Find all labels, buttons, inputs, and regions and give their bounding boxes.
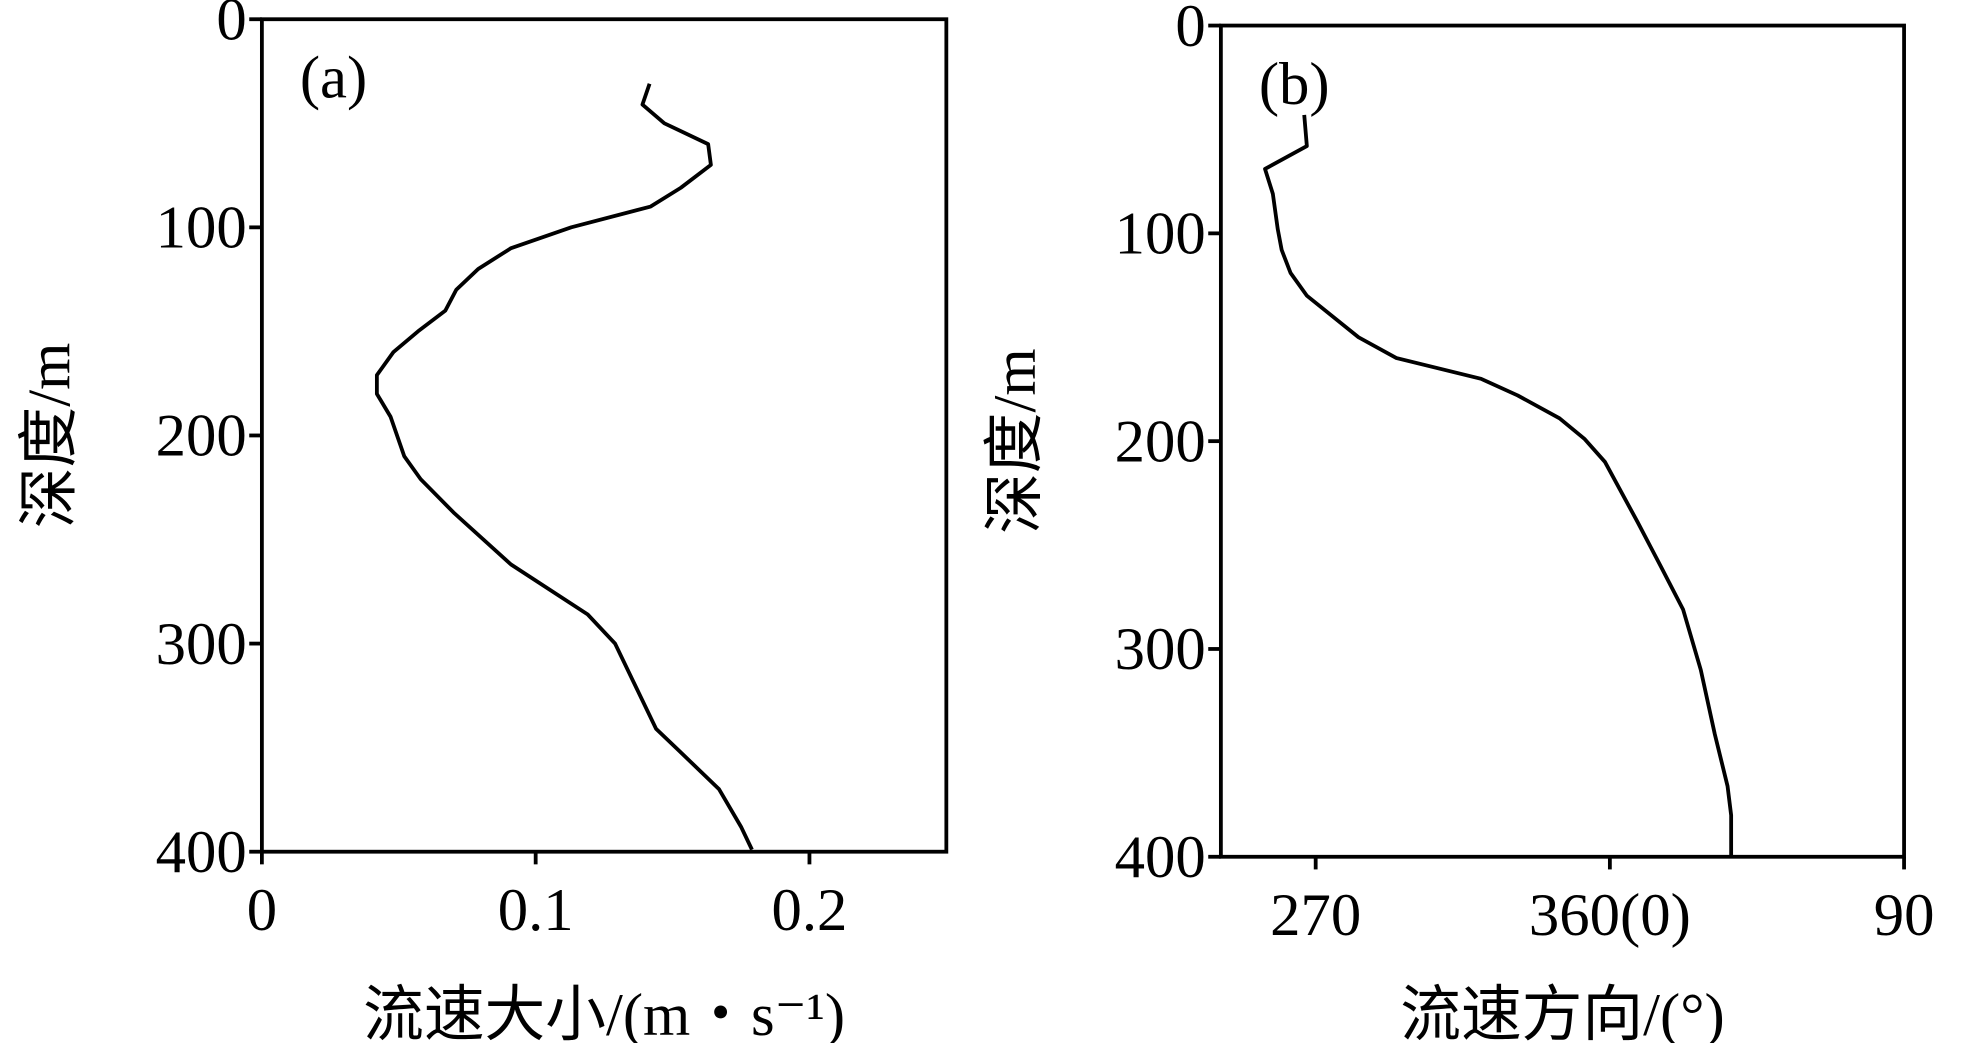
x-axis-label: 流速大小/(m・s⁻¹) bbox=[363, 982, 845, 1043]
y-tick-label: 200 bbox=[1115, 408, 1206, 475]
y-tick-label: 300 bbox=[156, 611, 247, 678]
data-line bbox=[374, 83, 754, 851]
y-tick-label: 100 bbox=[156, 195, 247, 262]
x-tick-label: 90 bbox=[1874, 882, 1935, 949]
panel-label: (b) bbox=[1259, 51, 1330, 118]
y-tick-label: 400 bbox=[1115, 824, 1206, 891]
data-line bbox=[1263, 114, 1734, 857]
y-axis-label: 深度/m bbox=[982, 348, 1049, 534]
y-tick-label: 200 bbox=[156, 403, 247, 470]
y-axis-label: 深度/m bbox=[17, 343, 84, 529]
x-tick-label: 0.1 bbox=[498, 877, 574, 944]
plot-frame bbox=[259, 17, 949, 854]
x-tick-label: 0.2 bbox=[771, 877, 847, 944]
x-tick-label: 360(0) bbox=[1529, 882, 1691, 949]
y-tick-label: 100 bbox=[1115, 201, 1206, 268]
y-tick-label: 0 bbox=[216, 0, 246, 53]
panel-label: (a) bbox=[300, 45, 367, 112]
y-tick-label: 400 bbox=[156, 819, 247, 886]
y-tick-label: 300 bbox=[1115, 616, 1206, 683]
x-axis-label: 流速方向/(°) bbox=[1400, 982, 1724, 1043]
plot-frame bbox=[1218, 23, 1906, 859]
y-tick-label: 0 bbox=[1175, 0, 1205, 60]
x-tick-label: 270 bbox=[1270, 882, 1361, 949]
x-tick-label: 0 bbox=[247, 877, 277, 944]
